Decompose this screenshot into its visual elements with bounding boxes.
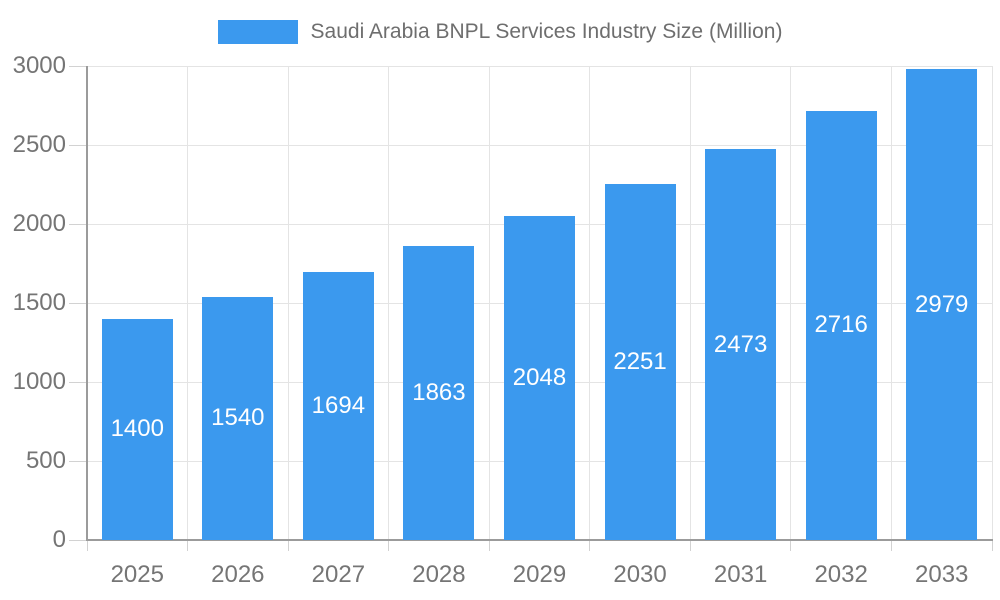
bar-2033[interactable] [906,69,978,540]
x-tick-label: 2025 [110,561,164,588]
x-axis-tick [287,540,289,551]
bar-2032[interactable] [805,110,877,540]
y-axis-line [86,66,88,540]
x-gridline [689,66,691,540]
bar-value-label: 1400 [110,415,164,443]
y-axis-tick [69,381,87,383]
x-tick-label: 2032 [814,561,868,588]
bar-2031[interactable] [705,149,777,540]
legend-swatch [217,20,298,44]
x-axis-tick [689,540,691,551]
y-axis-tick [69,302,87,304]
y-tick-label: 500 [25,447,66,474]
legend[interactable]: Saudi Arabia BNPL Services Industry Size… [0,18,1000,46]
bar-value-label: 1694 [311,392,366,420]
x-axis-tick [187,540,189,551]
y-axis-tick [69,223,87,225]
y-tick-label: 0 [52,526,66,553]
x-gridline [890,66,892,540]
x-tick-label: 2027 [311,561,366,588]
y-tick-label: 1500 [12,289,66,316]
x-axis-tick [388,540,390,551]
x-gridline [589,66,591,540]
bar-value-label: 2048 [512,364,567,392]
bar-value-label: 2251 [613,348,667,376]
x-gridline [790,66,792,540]
bar-value-label: 2716 [814,311,868,339]
x-gridline [287,66,289,540]
y-gridline [87,65,992,67]
legend-label: Saudi Arabia BNPL Services Industry Size… [310,20,783,43]
x-axis-tick [589,540,591,551]
x-tick-label: 2028 [412,561,466,588]
x-tick-label: 2030 [613,561,667,588]
bar-2029[interactable] [504,216,575,540]
x-gridline [488,66,490,540]
bar-2026[interactable] [202,296,274,540]
x-gridline [991,66,993,540]
x-axis-tick [86,540,88,551]
y-tick-label: 2000 [12,210,66,237]
bar-value-label: 2473 [713,330,768,358]
x-gridline [187,66,189,540]
y-axis-tick [69,144,87,146]
y-axis-tick [69,460,87,462]
bar-2030[interactable] [604,184,676,540]
y-tick-label: 3000 [12,52,66,79]
x-axis-tick [790,540,792,551]
x-tick-label: 2033 [915,561,969,588]
x-tick-label: 2029 [512,561,567,588]
x-tick-label: 2031 [713,561,768,588]
bar-2028[interactable] [403,245,475,540]
x-axis-tick [488,540,490,551]
y-tick-label: 1000 [12,368,66,395]
bar-value-label: 2979 [915,290,969,318]
x-tick-label: 2026 [211,561,265,588]
x-axis-tick [890,540,892,551]
y-axis-tick [69,65,87,67]
x-gridline [388,66,390,540]
bar-value-label: 1863 [412,378,466,406]
y-axis-tick [69,539,87,541]
x-axis-line [86,539,993,541]
bar-2027[interactable] [302,272,374,540]
y-tick-label: 2500 [12,131,66,158]
bar-value-label: 1540 [211,404,265,432]
bar-2025[interactable] [101,318,173,540]
x-axis-tick [991,540,993,551]
y-gridline [87,144,992,146]
